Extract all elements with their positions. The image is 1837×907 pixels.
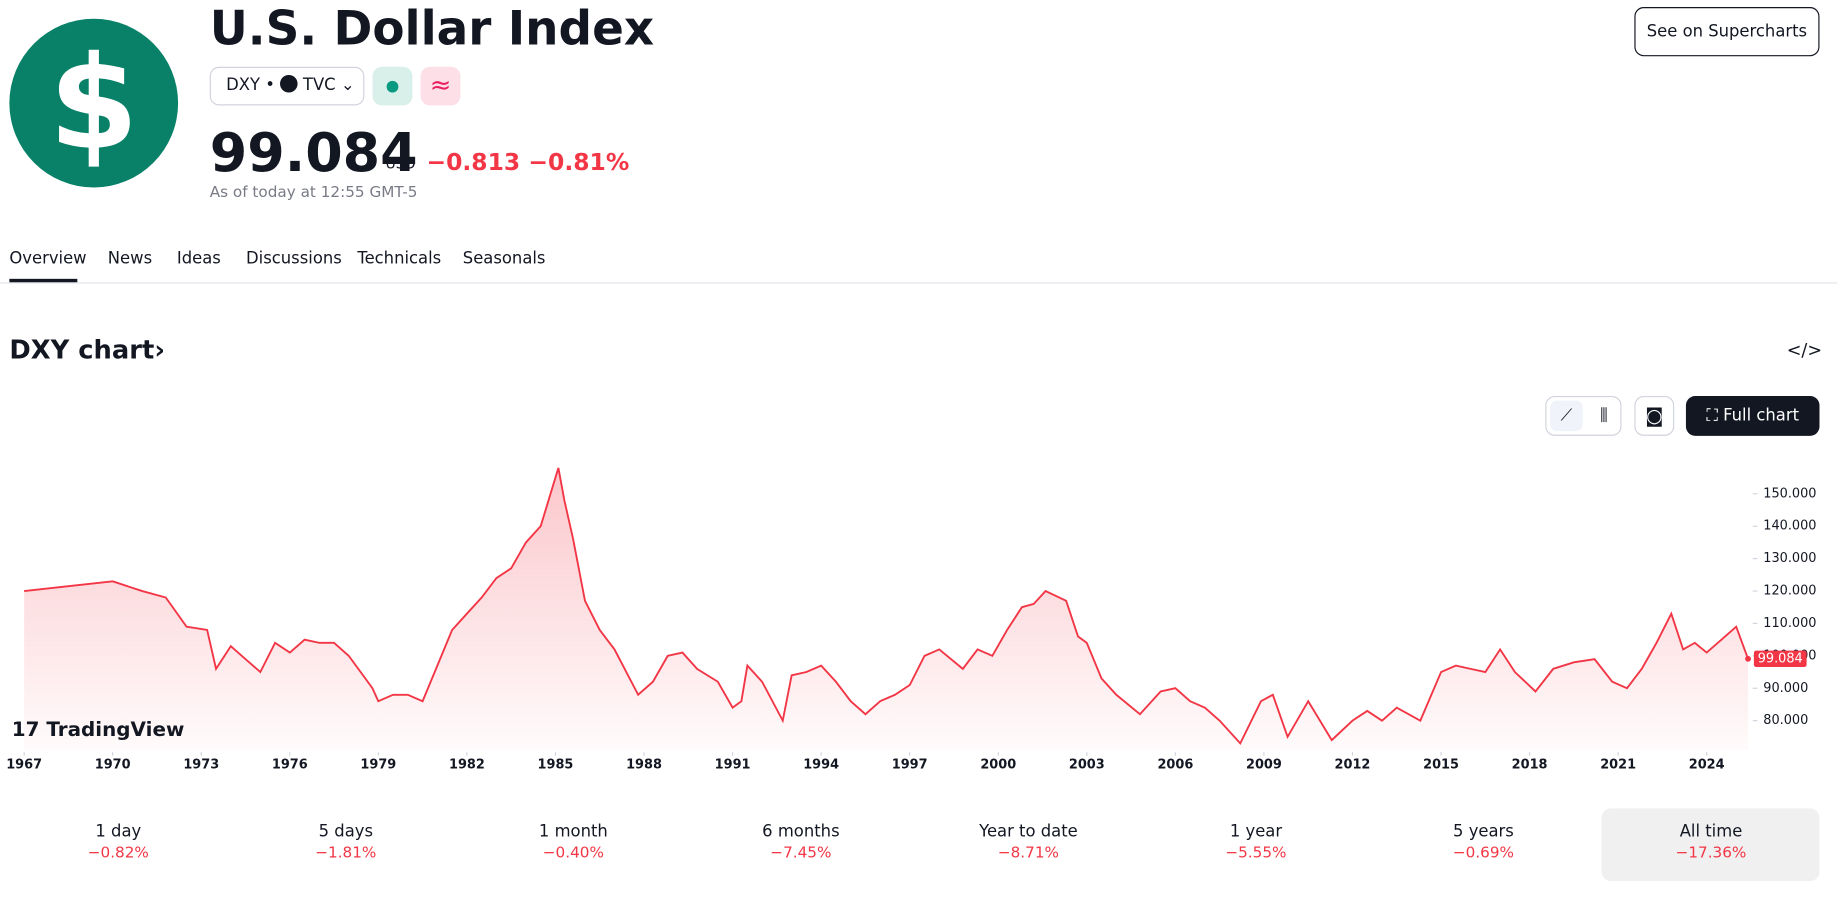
performance-cell[interactable]: 1 year −5.55% [1147, 808, 1365, 881]
full-chart-label: Full chart [1723, 406, 1800, 426]
performance-cell[interactable]: 1 day −0.82% [9, 808, 227, 881]
last-point [1745, 655, 1751, 662]
period-change: −0.69% [1452, 844, 1515, 863]
market-status[interactable] [372, 66, 413, 106]
period: 5 days [318, 822, 374, 842]
period-change: −1.81% [315, 844, 377, 863]
y-tick-label: 130.000 [1763, 551, 1816, 566]
period-change: −0.40% [542, 844, 604, 863]
performance-cell[interactable]: 1 month −0.40% [464, 808, 682, 881]
watermark-logo: 𝟭𝟳 [11, 718, 47, 742]
x-tick-label: 1970 [95, 758, 131, 773]
period: All time [1679, 822, 1743, 842]
x-tick-label: 1991 [715, 758, 751, 773]
tab[interactable]: Ideas [176, 249, 221, 269]
y-tick-label: 120.000 [1763, 584, 1816, 599]
tab[interactable]: Overview [9, 249, 87, 269]
as-of: As of today at 12:55 GMT-5 [209, 183, 418, 202]
performance-cell[interactable]: 6 months −7.45% [692, 808, 910, 881]
symbol-chip[interactable]: DXY • TVC ⌄ [209, 66, 365, 106]
change-percent: −0.81% [528, 147, 630, 176]
x-tick-label: 2012 [1335, 758, 1371, 773]
tab[interactable]: Discussions [246, 249, 342, 269]
x-tick-label: 2009 [1246, 758, 1282, 773]
divider [0, 282, 1837, 284]
y-tick-label: 110.000 [1763, 616, 1816, 631]
symbol: DXY [226, 76, 261, 95]
separator: • [265, 76, 281, 95]
y-tick-label: 80.000 [1763, 713, 1808, 728]
period: 1 day [95, 822, 142, 842]
performance-cell[interactable]: 5 years −0.69% [1375, 808, 1593, 881]
period-change: −8.71% [997, 844, 1059, 863]
x-tick-label: 1976 [272, 758, 308, 773]
tab[interactable]: Technicals [357, 249, 442, 269]
x-tick-label: 1982 [449, 758, 485, 773]
candle-chart-button[interactable]: ⫼ [1600, 406, 1608, 426]
x-tick-label: 1997 [892, 758, 928, 773]
watermark-text: TradingView [46, 718, 185, 742]
exchange: TVC [302, 76, 336, 95]
y-tick-label: 140.000 [1763, 519, 1816, 534]
price-change: −0.813 −0.81% [426, 148, 629, 176]
chevron: ⌄ [340, 76, 355, 95]
currency: USD [385, 155, 416, 173]
period-change: −0.82% [87, 844, 149, 863]
period-change: −5.55% [1225, 844, 1287, 863]
x-tick-label: 2024 [1689, 758, 1725, 773]
period: 5 years [1453, 822, 1514, 842]
x-tick-label: 1985 [538, 758, 574, 773]
period: 1 month [538, 822, 608, 842]
y-tick-label: 90.000 [1763, 681, 1808, 696]
supercharts-button[interactable]: See on Supercharts [1634, 7, 1820, 57]
line-chart-button[interactable]: ⟋ [1550, 400, 1583, 432]
x-tick-label: 1973 [183, 758, 219, 773]
x-tick-label: 2003 [1069, 758, 1105, 773]
x-tick-label: 2000 [980, 758, 1016, 773]
tab-underline [9, 278, 78, 283]
performance-cell[interactable]: 5 days −1.81% [237, 808, 455, 881]
x-tick-label: 1994 [803, 758, 839, 773]
embed-icon[interactable]: </> [1786, 339, 1823, 361]
full-chart-button[interactable]: ⛶ Full chart [1685, 396, 1820, 436]
price: 99.084 [209, 120, 418, 184]
x-tick-label: 2018 [1512, 758, 1548, 773]
title: U.S. Dollar Index [209, 2, 655, 57]
status-dot [386, 80, 399, 93]
period-change: −17.36% [1675, 844, 1747, 863]
section-title[interactable]: DXY chart› [9, 336, 165, 366]
x-tick-label: 2015 [1423, 758, 1459, 773]
exchange-icon [280, 74, 298, 93]
price-label-box [1753, 650, 1807, 668]
period-change: −7.45% [770, 844, 832, 863]
price-label: 99.084 [1758, 651, 1803, 666]
change: −0.813 [426, 147, 521, 176]
tab[interactable]: News [107, 249, 153, 269]
performance-cell[interactable]: Year to date −8.71% [919, 808, 1137, 881]
y-tick-label: 150.000 [1763, 486, 1816, 501]
symbol-logo: $ [9, 18, 179, 188]
price-line [24, 467, 1749, 746]
period: 6 months [762, 822, 840, 842]
x-tick-label: 2006 [1157, 758, 1193, 773]
tab[interactable]: Seasonals [462, 249, 546, 269]
x-tick-label: 1967 [6, 758, 42, 773]
x-tick-label: 1979 [360, 758, 396, 773]
chart-type-group: ⟋ ⫼ [1545, 396, 1622, 436]
period: Year to date [979, 822, 1078, 842]
snapshot-button[interactable]: ◙ [1634, 396, 1675, 436]
x-tick-label: 2021 [1600, 758, 1636, 773]
area-fill [24, 467, 1749, 750]
watermark: 𝟭𝟳 TradingView [12, 718, 185, 741]
x-tick-label: 1988 [626, 758, 662, 773]
delayed-data[interactable]: ≈ [420, 66, 461, 106]
period: 1 year [1229, 822, 1283, 842]
performance-cell[interactable]: All time −17.36% [1602, 808, 1820, 882]
